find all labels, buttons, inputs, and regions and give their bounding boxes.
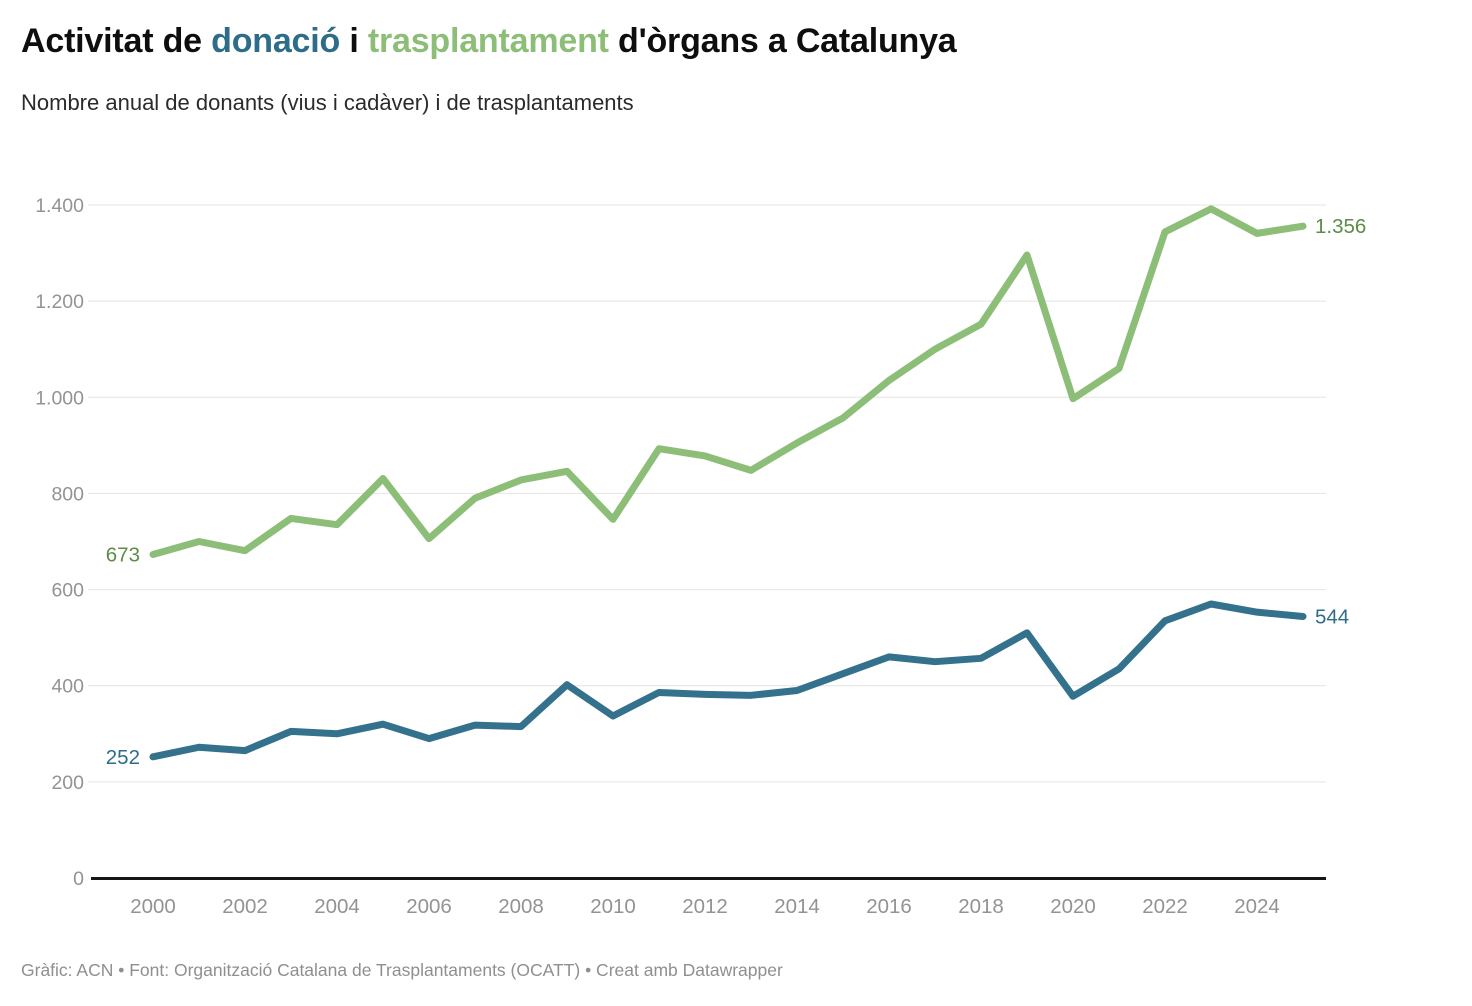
y-tick-label: 0 <box>73 868 84 890</box>
x-axis-labels: 2000 2002 2004 2006 2008 2010 2012 2014 2016 2018… <box>130 895 1280 918</box>
series-last-value-label: 544 <box>1315 605 1349 628</box>
x-tick-label: 2010 <box>590 895 636 918</box>
title-segment-donacio: donació <box>211 22 341 60</box>
x-tick-label: 2000 <box>130 895 176 918</box>
y-tick-label: 1.200 <box>35 291 84 313</box>
line-trasplantaments <box>149 205 1307 558</box>
y-tick-label: 400 <box>51 676 84 698</box>
y-tick-label: 1.400 <box>35 195 84 217</box>
x-tick-label: 2008 <box>498 895 544 918</box>
gridlines <box>88 204 1326 783</box>
x-tick-label: 2002 <box>222 895 268 918</box>
title-segment: Activitat de <box>21 22 212 60</box>
y-axis-labels: 0 200 400 600 800 1.000 1.200 1.400 <box>35 195 84 890</box>
x-tick-label: 2006 <box>406 895 452 918</box>
series-first-value-label: 252 <box>106 746 140 769</box>
x-tick-label: 2018 <box>958 895 1004 918</box>
line-donants-vius-i-cad-ver <box>149 600 1307 761</box>
chart-title: Activitat de donació i trasplantament d'… <box>21 22 957 61</box>
y-tick-label: 1.000 <box>35 387 84 409</box>
x-tick-label: 2012 <box>682 895 728 918</box>
x-tick-label: 2016 <box>866 895 912 918</box>
title-segment: i <box>340 22 368 60</box>
title-segment: d'òrgans a Catalunya <box>608 22 957 60</box>
x-tick-label: 2024 <box>1234 895 1280 918</box>
x-tick-label: 2014 <box>774 895 820 918</box>
x-tick-label: 2004 <box>314 895 360 918</box>
y-tick-label: 600 <box>51 580 84 602</box>
y-tick-label: 800 <box>51 483 84 505</box>
series-first-value-label: 673 <box>106 543 140 566</box>
title-segment-trasplantament: trasplantament <box>367 22 609 60</box>
x-tick-label: 2022 <box>1142 895 1188 918</box>
y-tick-label: 200 <box>51 772 84 794</box>
attribution-footer: Gràfic: ACN • Font: Organització Catalan… <box>21 960 783 980</box>
x-tick-label: 2020 <box>1050 895 1096 918</box>
chart-subtitle: Nombre anual de donants (vius i cadàver)… <box>21 90 634 115</box>
series-last-value-label: 1.356 <box>1315 215 1366 238</box>
